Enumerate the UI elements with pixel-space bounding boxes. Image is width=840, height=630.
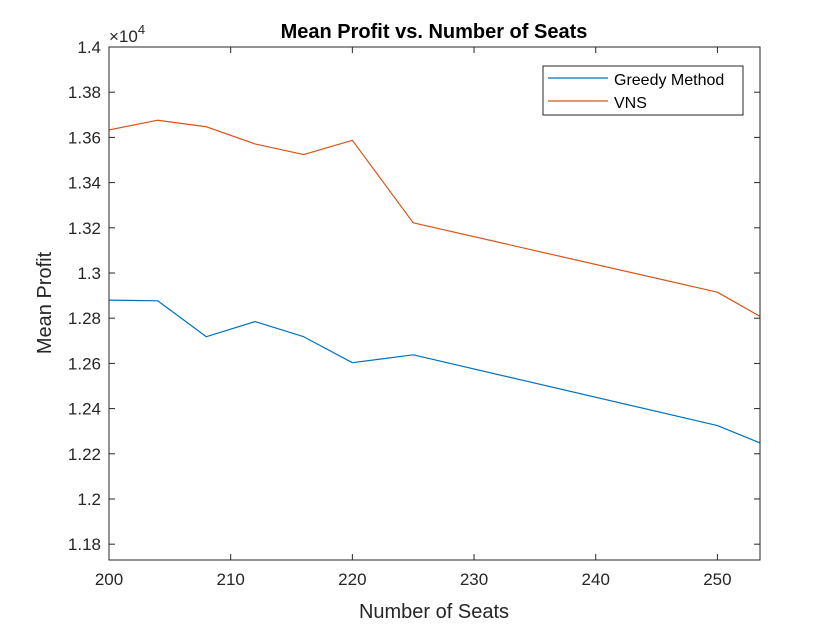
chart-title: Mean Profit vs. Number of Seats (281, 21, 588, 43)
plot-border (108, 46, 761, 561)
y-tick-label: 1.22 (68, 445, 101, 464)
y-tick-label: 1.28 (68, 309, 101, 328)
y-tick-label: 1.4 (77, 38, 101, 57)
y-tick-label: 1.34 (68, 174, 101, 193)
legend[interactable]: Greedy Method VNS (542, 65, 744, 116)
x-tick-label: 220 (338, 570, 366, 589)
x-tick-label: 240 (582, 570, 610, 589)
series-line-greedy-method (108, 299, 761, 444)
y-tick-label: 1.18 (68, 535, 101, 554)
y-tick-label: 1.2 (77, 490, 101, 509)
x-tick-labels: 200 210 220 230 240 250 (95, 570, 732, 589)
x-tick-label: 230 (460, 570, 488, 589)
y-exponent-label: ×104 (109, 22, 145, 46)
y-tick-label: 1.32 (68, 219, 101, 238)
legend-box (542, 65, 744, 116)
y-tick-label: 1.26 (68, 354, 101, 373)
legend-label-greedy-method: Greedy Method (614, 72, 724, 89)
x-tick-label: 250 (703, 570, 731, 589)
y-tick-label: 1.3 (77, 264, 101, 283)
y-tick-label: 1.38 (68, 83, 101, 102)
x-axis-label: Number of Seats (359, 601, 509, 623)
x-tick-label: 200 (95, 570, 123, 589)
series-line-vns (108, 119, 761, 317)
y-tick-label: 1.24 (68, 400, 101, 419)
y-axis-label: Mean Profit (34, 251, 56, 354)
plot-area (109, 47, 760, 560)
y-tick-label: 1.36 (68, 128, 101, 147)
series-layer (108, 119, 761, 444)
y-tick-labels: 1.18 1.2 1.22 1.24 1.26 1.28 1.3 1.32 1.34 1.36 1.… (68, 38, 101, 554)
x-tick-label: 210 (216, 570, 244, 589)
legend-label-vns: VNS (614, 95, 647, 112)
